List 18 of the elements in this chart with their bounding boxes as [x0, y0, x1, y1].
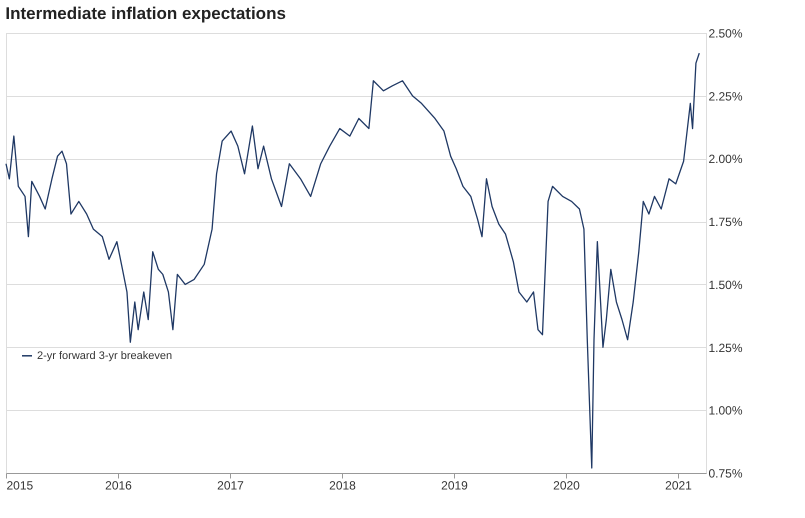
chart-title: Intermediate inflation expectations [5, 4, 286, 23]
legend-label: 2-yr forward 3-yr breakeven [37, 350, 172, 362]
y-tick-label: 2.50% [708, 26, 743, 40]
y-tick-label: 1.00% [708, 404, 743, 418]
y-tick-label: 0.75% [708, 466, 743, 480]
y-tick-label: 1.50% [708, 278, 743, 292]
y-tick-label: 2.00% [708, 152, 743, 166]
y-tick-label: 2.25% [708, 89, 743, 104]
x-tick-label: 2021 [665, 478, 692, 492]
x-tick-label: 2019 [441, 478, 468, 492]
y-tick-label: 1.75% [708, 215, 743, 230]
x-tick-label: 2017 [217, 478, 244, 492]
x-tick-label: 2018 [329, 478, 356, 492]
line-series [5, 52, 700, 469]
x-tick-label: 2015 [6, 478, 34, 492]
y-tick-label: 1.25% [708, 340, 743, 355]
x-tick-label: 2016 [105, 478, 132, 492]
x-tick-label: 2020 [553, 478, 580, 492]
